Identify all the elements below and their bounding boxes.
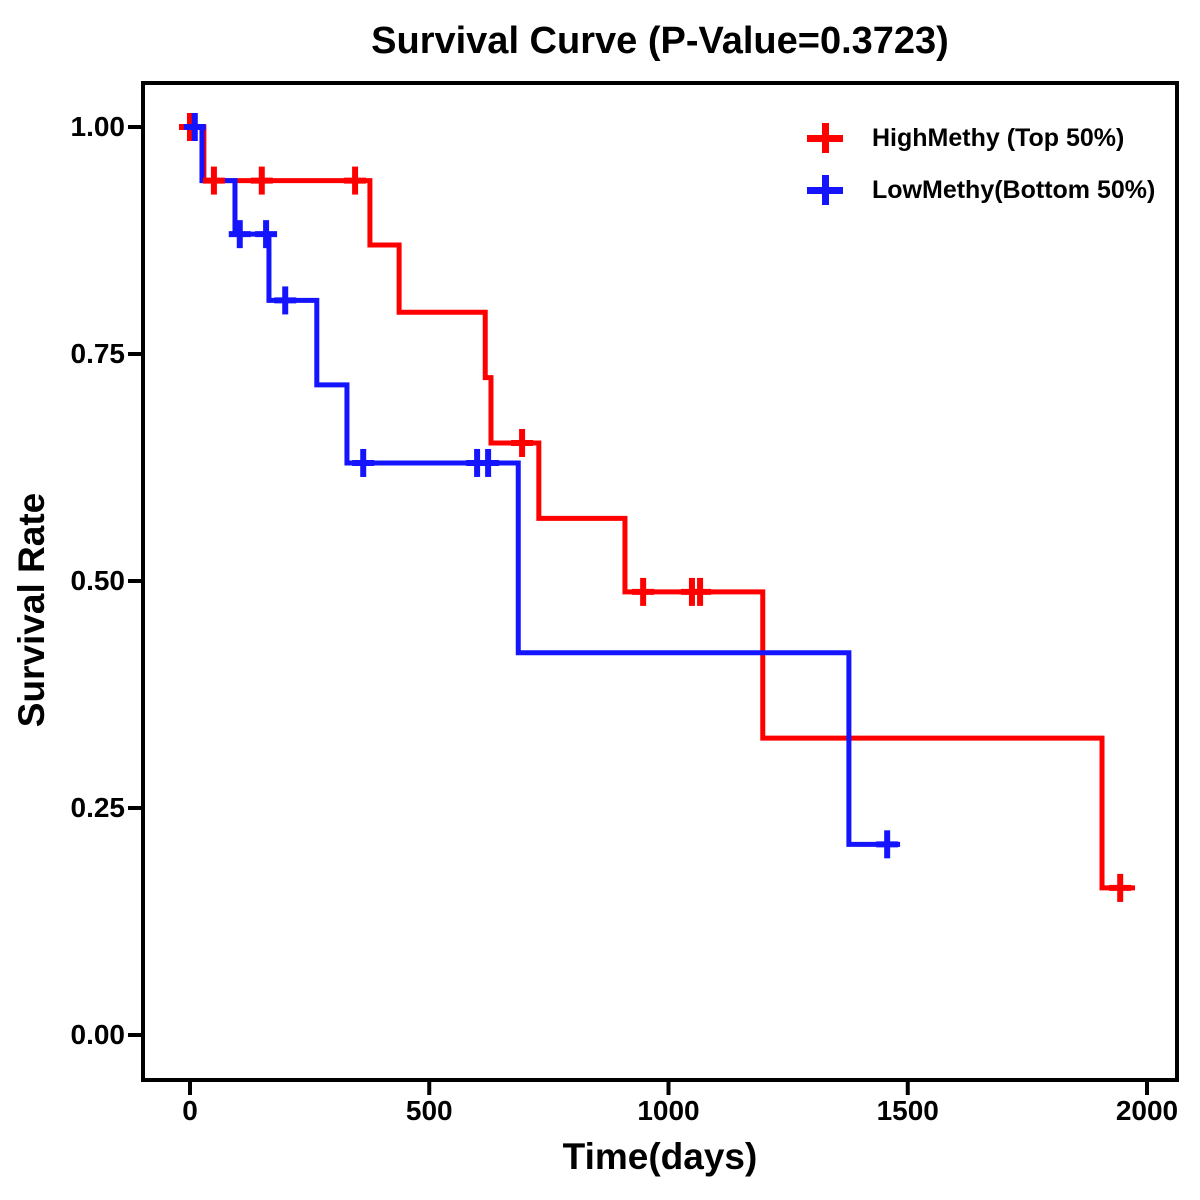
red-plus-marker-icon — [807, 123, 843, 153]
x-tick-label: 2000 — [1115, 1095, 1179, 1126]
plot-frame — [141, 81, 1179, 1082]
x-tick-label: 1000 — [637, 1095, 700, 1126]
blue-plus-marker-icon — [807, 175, 843, 205]
y-tick-label: 0.75 — [70, 338, 126, 369]
legend-label-lowmethy: LowMethy(Bottom 50%) — [872, 175, 1156, 204]
x-tick-label: 500 — [405, 1095, 453, 1126]
legend-item-lowmethy: LowMethy(Bottom 50%) — [807, 175, 1155, 205]
y-tick-label: 0.50 — [70, 565, 126, 596]
x-axis-title: Time(days) — [562, 1136, 758, 1177]
x-tick-label: 0 — [182, 1095, 198, 1126]
y-tick-label: 0.00 — [70, 1019, 126, 1050]
chart-title: Survival Curve (P-Value=0.3723) — [371, 20, 949, 62]
legend-label-highmethy: HighMethy (Top 50%) — [872, 123, 1125, 152]
legend-item-highmethy: HighMethy (Top 50%) — [807, 123, 1124, 153]
censor-marks-lowmethy — [183, 113, 899, 859]
y-axis-title: Survival Rate — [11, 492, 52, 728]
censor-marks-highmethy — [179, 113, 1132, 902]
x-tick-label: 1500 — [876, 1095, 939, 1126]
y-tick-label: 1.00 — [70, 111, 126, 142]
y-tick-label: 0.25 — [70, 792, 126, 823]
survival-curve-highmethy — [190, 124, 1136, 891]
